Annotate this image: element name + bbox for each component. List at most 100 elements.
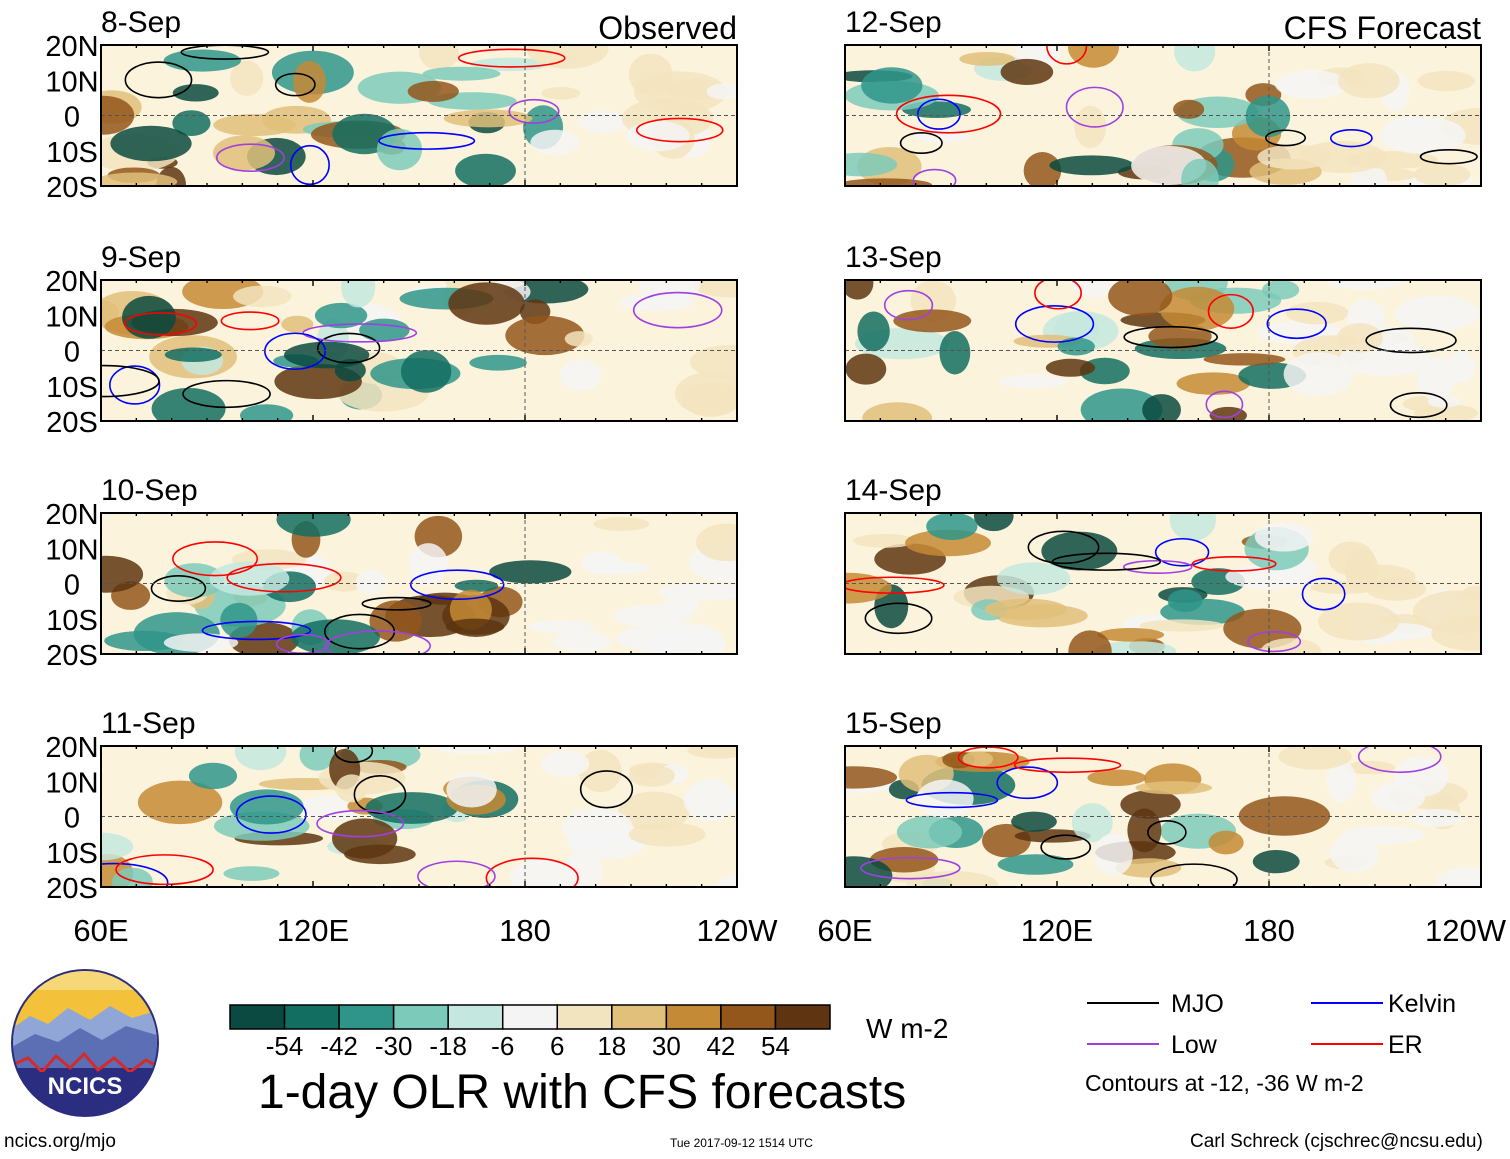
anomaly-blob [1057,337,1095,356]
anomaly-blob [973,513,1014,532]
anomaly-blob [164,347,222,363]
contour-line [353,775,407,814]
contour-line [895,94,1002,134]
anomaly-blob [1414,163,1471,186]
y-tick-label: 20N [45,732,98,764]
anomaly-blob [1071,803,1113,842]
anomaly-blob [445,618,505,635]
anomaly-blob [111,867,153,887]
anomaly-blob [559,359,602,392]
anomaly-blob [151,387,226,421]
anomaly-blob [1238,796,1331,836]
colorbar-swatch [556,1004,613,1030]
anomaly-blob [229,789,304,825]
contour-line [1419,149,1478,165]
anomaly-blob [1254,522,1314,552]
anomaly-blob [916,779,974,819]
olr-anomaly-field [101,513,737,654]
anomaly-blob [314,302,368,329]
anomaly-blob [172,84,219,102]
anomaly-blob [188,762,238,790]
contour-line [916,98,961,130]
anomaly-blob [455,153,516,186]
anomaly-blob [489,560,572,584]
colorbar-tick-label: -54 [265,1031,304,1061]
anomaly-blob [276,513,351,537]
contour-line [996,766,1059,800]
colorbar-swatch [447,1004,504,1030]
anomaly-blob [619,293,693,312]
contour-line [1013,757,1122,774]
y-tick-label: 10N [45,301,98,333]
contour-line [316,332,381,364]
anomaly-blob [692,280,737,298]
contour-line [235,795,307,834]
contour-line [417,860,496,887]
anomaly-blob [101,832,134,861]
contour-line [316,809,405,838]
colorbar-tick-label: 6 [550,1031,565,1061]
anomaly-blob [422,66,501,81]
anomaly-blob [230,60,264,96]
contour-note: Contours at -12, -36 W m-2 [1085,1070,1364,1096]
anomaly-blob [446,772,497,808]
y-tick-label: 0 [64,570,80,602]
anomaly-blob [355,570,387,595]
anomaly-blob [1345,564,1416,589]
anomaly-blob [163,49,241,72]
anomaly-blob [122,295,176,339]
anomaly-blob [209,561,290,596]
anomaly-blob [376,128,423,171]
y-tick-label: 10N [45,66,98,98]
contour-line [334,746,374,764]
contour-line [635,117,724,143]
contour-line [409,569,505,601]
anomaly-blob [1174,45,1216,72]
colorbar-tick-label: 30 [651,1031,681,1061]
contour-line [109,365,161,405]
footer-site: ncics.org/mjo [4,1131,116,1152]
contour-line [1246,630,1302,653]
logo-text: NCICS [48,1073,123,1100]
anomaly-blob [1045,358,1096,377]
olr-anomaly-field [845,746,1481,887]
anomaly-blob [540,750,590,778]
contour-line [150,574,207,603]
contour-line [1034,280,1082,310]
contour-line [1191,555,1277,572]
contour-line [124,61,193,99]
x-tick-label: 180 [499,913,551,948]
anomaly-blob [1127,808,1162,853]
colorbar [229,1004,831,1030]
colorbar-swatch [720,1004,777,1030]
y-tick-label: 10S [46,605,98,637]
anomaly-blob [906,870,999,887]
anomaly-blob [1330,833,1379,873]
anomaly-blob [593,517,650,531]
figure-title: 1-day OLR with CFS forecasts [258,1066,907,1119]
anomaly-blob [845,766,898,789]
anomaly-blob [341,280,376,308]
colorbar-swatch [501,1004,559,1030]
anomaly-blob [400,350,452,393]
anomaly-blob [1283,352,1353,397]
anomaly-blob [332,818,398,859]
panel-date: 13-Sep [845,241,942,274]
anomaly-blob [299,746,335,771]
anomaly-blob [845,353,887,385]
contour-line [1154,537,1210,567]
anomaly-blob [1108,280,1173,316]
anomaly-blob [530,129,580,156]
anomaly-blob [1257,144,1331,170]
contour-line [1207,293,1254,329]
colorbar-tick-label: 18 [597,1031,627,1061]
contour-line [101,862,169,887]
legend-label-mjo: MJO [1171,990,1224,1018]
olr-anomaly-field [101,280,737,421]
contour-line [912,168,957,186]
panel-date: 8-Sep [101,6,181,39]
y-tick-label: 20S [46,873,98,905]
anomaly-blob [626,120,690,152]
